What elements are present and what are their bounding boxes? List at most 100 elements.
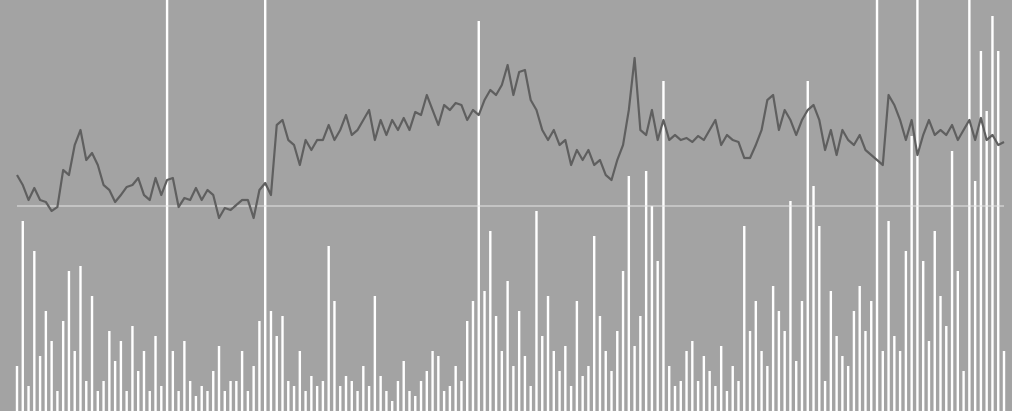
volume-bar xyxy=(656,261,659,411)
volume-bar xyxy=(933,231,936,411)
volume-bar xyxy=(760,351,763,411)
volume-bar xyxy=(910,136,913,411)
volume-bar xyxy=(333,301,336,411)
volume-bar xyxy=(183,341,186,411)
volume-bar xyxy=(939,296,942,411)
volume-bar xyxy=(512,366,515,411)
volume-bar xyxy=(604,351,607,411)
volume-bar xyxy=(494,316,498,411)
volume-bar xyxy=(442,391,446,411)
volume-bar xyxy=(362,366,365,411)
volume-bar xyxy=(725,391,729,411)
volume-bar xyxy=(56,391,59,411)
volume-bar xyxy=(708,371,711,411)
volume-bar xyxy=(217,346,221,411)
volume-bar xyxy=(893,336,896,411)
volume-bar xyxy=(67,271,71,411)
volume-bar xyxy=(691,341,694,411)
volume-bar xyxy=(668,366,671,411)
volume-bar xyxy=(21,221,24,411)
volume-bar xyxy=(483,291,486,411)
volume-bar xyxy=(304,391,307,411)
volume-bar xyxy=(633,346,636,411)
volume-bar xyxy=(431,351,434,411)
volume-bar xyxy=(743,226,746,411)
volume-bar xyxy=(535,211,538,411)
volume-bar xyxy=(569,386,573,411)
volume-bar xyxy=(102,381,105,411)
volume-bar xyxy=(789,201,792,411)
volume-bar xyxy=(292,386,296,411)
volume-bar xyxy=(812,186,815,411)
volume-bar xyxy=(350,381,353,411)
volume-bar xyxy=(137,371,140,411)
volume-bar xyxy=(558,371,561,411)
volume-bar xyxy=(991,16,994,411)
volume-bar xyxy=(90,296,94,411)
volume-bar xyxy=(852,311,856,411)
volume-bar xyxy=(119,341,123,411)
volume-bar xyxy=(616,331,619,411)
volume-bar xyxy=(235,381,238,411)
volume-bar xyxy=(673,386,677,411)
volume-bar xyxy=(61,321,65,411)
volume-bar xyxy=(287,381,290,411)
volume-bar xyxy=(777,311,781,411)
volume-bar xyxy=(489,231,492,411)
volume-bar xyxy=(985,111,988,411)
volume-bar xyxy=(650,206,654,411)
volume-bar xyxy=(835,336,838,411)
volume-bar xyxy=(979,51,983,411)
volume-bar xyxy=(575,301,579,411)
volume-bar xyxy=(927,341,931,411)
volume-bar xyxy=(904,251,908,411)
volume-bar xyxy=(662,81,665,411)
volume-bar xyxy=(523,356,527,411)
volume-bar xyxy=(748,331,752,411)
volume-bar xyxy=(223,391,226,411)
volume-bar xyxy=(754,301,758,411)
volume-bar xyxy=(373,296,377,411)
volume-bar xyxy=(898,351,902,411)
volume-bar xyxy=(425,371,429,411)
volume-bar xyxy=(881,351,884,411)
volume-bar xyxy=(737,381,740,411)
volume-bar xyxy=(15,366,19,411)
volume-bar xyxy=(997,51,1000,411)
volume-bar xyxy=(33,251,36,411)
volume-bar xyxy=(846,366,850,411)
volume-bar xyxy=(587,366,590,411)
volume-bar xyxy=(962,371,965,411)
volume-bar xyxy=(956,271,960,411)
volume-bar xyxy=(321,381,325,411)
volume-bar xyxy=(344,376,348,411)
volume-bar xyxy=(379,376,382,411)
volume-bar xyxy=(414,396,417,411)
volume-bar xyxy=(973,181,977,411)
volume-bar xyxy=(552,351,555,411)
volume-bar xyxy=(252,366,255,411)
volume-bar xyxy=(212,371,215,411)
volume-bar xyxy=(310,376,313,411)
volume-bar xyxy=(44,311,48,411)
volume-bar xyxy=(870,301,873,411)
volume-bar xyxy=(731,366,734,411)
volume-bar xyxy=(466,321,469,411)
volume-bar xyxy=(719,346,723,411)
volume-bar xyxy=(315,386,319,411)
volume-bar xyxy=(79,266,82,411)
volume-bar xyxy=(27,386,30,411)
volume-bar xyxy=(85,381,88,411)
volume-bar xyxy=(598,316,602,411)
volume-bar xyxy=(38,356,42,411)
volume-bar xyxy=(564,346,567,411)
volume-bar xyxy=(390,401,394,411)
volume-bar xyxy=(795,361,798,411)
volume-bar xyxy=(529,386,532,411)
volume-bar xyxy=(200,386,203,411)
volume-bar xyxy=(921,261,925,411)
volume-bar xyxy=(108,331,111,411)
volume-bar xyxy=(448,386,452,411)
volume-bar xyxy=(154,336,157,411)
volume-bar xyxy=(887,221,890,411)
